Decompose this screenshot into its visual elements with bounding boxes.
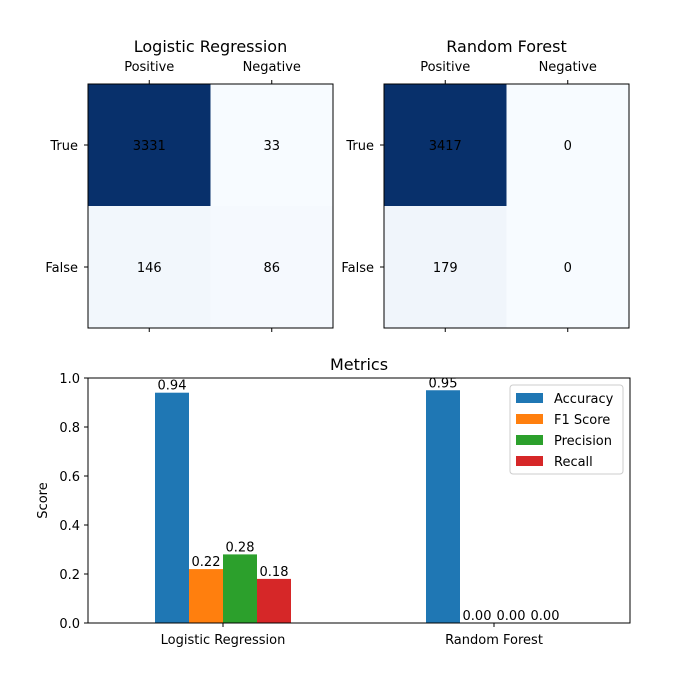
bar xyxy=(155,392,189,623)
bar-chart: Metrics 0.0 0.2 0.4 0.6 0.8 1.0 Score 0.94 0.22 0.… xyxy=(36,355,631,648)
bar-value-label: 0.22 xyxy=(192,555,221,570)
bar-value-label: 0.18 xyxy=(260,565,289,580)
legend-box xyxy=(509,384,624,475)
legend-swatch xyxy=(516,456,543,466)
heatmap-cell xyxy=(88,206,211,328)
heatmap-cell-label: 179 xyxy=(433,261,458,276)
legend-swatch xyxy=(516,435,543,445)
heatmap-cell-label: 3417 xyxy=(429,139,462,154)
y-tick-label: False xyxy=(45,261,78,276)
heatmap-title: Logistic Regression xyxy=(134,37,287,56)
heatmap-cell xyxy=(506,84,629,206)
legend-label: F1 Score xyxy=(554,413,610,428)
heatmap-cell-label: 146 xyxy=(137,261,162,276)
y-tick-label: True xyxy=(345,139,374,154)
heatmap-cell xyxy=(384,84,507,206)
bar-value-label: 0.00 xyxy=(531,609,560,624)
bar-chart-title: Metrics xyxy=(330,355,388,374)
bar-chart-frame xyxy=(87,377,631,624)
y-tick-label: True xyxy=(49,139,78,154)
x-tick-label: Positive xyxy=(124,60,174,75)
legend-label: Recall xyxy=(554,455,593,470)
x-tick-label: Logistic Regression xyxy=(161,633,286,648)
y-tick-label: 0.8 xyxy=(59,421,80,436)
bar-value-label: 0.00 xyxy=(497,609,526,624)
y-tick-label: False xyxy=(341,261,374,276)
legend-label: Precision xyxy=(554,434,612,449)
bar-value-label: 0.00 xyxy=(463,609,492,624)
heatmap-frame xyxy=(383,83,630,329)
bar xyxy=(426,390,460,623)
heatmap-cell xyxy=(210,84,333,206)
bar xyxy=(189,569,223,623)
heatmap-cell xyxy=(88,84,211,206)
bar-value-label: 0.94 xyxy=(158,379,187,394)
y-tick-label: 0.6 xyxy=(59,470,80,485)
heatmap-0: 3331 33 146 86 Logistic Regression Positive Ne… xyxy=(45,37,334,332)
heatmap-cell-label: 0 xyxy=(564,139,572,154)
heatmap-cell-label: 0 xyxy=(564,261,572,276)
heatmap-cell xyxy=(506,206,629,328)
heatmap-1: 3417 0 179 0 Random Forest Positive Negative Tr… xyxy=(341,37,630,332)
bar-value-label: 0.28 xyxy=(226,540,255,555)
legend-swatch xyxy=(516,414,543,424)
heatmap-cell xyxy=(384,206,507,328)
y-tick-label: 1.0 xyxy=(59,372,80,387)
x-tick-label: Negative xyxy=(539,60,597,75)
legend: Accuracy F1 Score Precision Recall xyxy=(509,384,624,475)
y-tick-label: 0.0 xyxy=(59,617,80,632)
y-tick-label: 0.4 xyxy=(59,519,80,534)
bar-value-label: 0.95 xyxy=(429,376,458,391)
bar xyxy=(257,578,291,623)
y-tick-label: 0.2 xyxy=(59,568,80,583)
x-tick-label: Positive xyxy=(420,60,470,75)
heatmap-title: Random Forest xyxy=(446,37,566,56)
x-tick-label: Random Forest xyxy=(445,633,543,648)
bar xyxy=(223,554,257,623)
heatmap-cell xyxy=(210,206,333,328)
heatmap-cell-label: 86 xyxy=(263,261,280,276)
y-axis-label: Score xyxy=(36,482,51,518)
legend-swatch xyxy=(516,393,543,403)
heatmap-frame xyxy=(87,83,334,329)
heatmap-cell-label: 33 xyxy=(263,139,280,154)
legend-label: Accuracy xyxy=(554,392,614,407)
heatmap-cell-label: 3331 xyxy=(133,139,166,154)
x-tick-label: Negative xyxy=(243,60,301,75)
